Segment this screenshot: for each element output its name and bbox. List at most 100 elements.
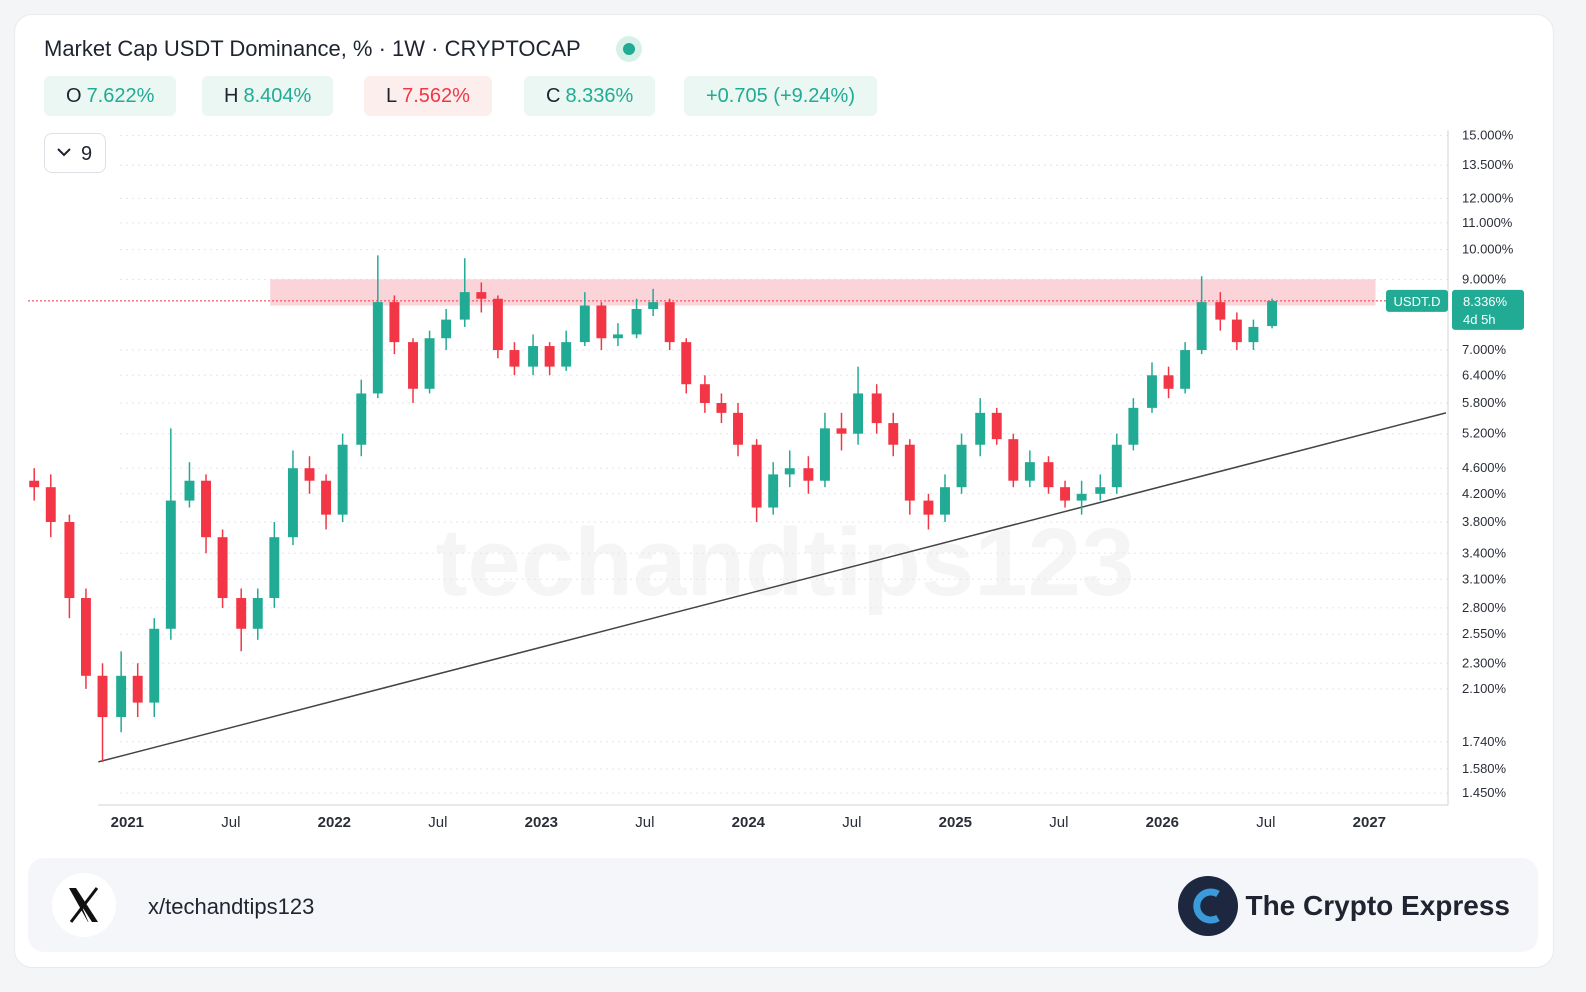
candle-body [579, 305, 590, 343]
y-tick-label: 4.200% [1462, 486, 1507, 501]
x-tick-label: 2026 [1146, 814, 1179, 831]
price-label-bg [1452, 289, 1524, 330]
y-tick-label: 5.800% [1462, 395, 1507, 410]
y-tick-label: 1.740% [1462, 734, 1507, 749]
candle-body [561, 342, 572, 367]
candle-body [201, 480, 211, 538]
symbol-label: USDT.D [1394, 294, 1441, 309]
candle-body [1231, 319, 1242, 343]
y-tick-label: 10.000% [1462, 242, 1514, 257]
candle-body [803, 468, 814, 481]
candle-body [648, 302, 659, 309]
candle-body [424, 338, 435, 389]
candle-body [733, 412, 743, 445]
candle-body [408, 342, 418, 389]
y-tick-label: 2.800% [1462, 600, 1507, 615]
ohlc-value: 7.622% [86, 85, 155, 107]
card [14, 14, 1554, 968]
candle-body [29, 480, 40, 488]
candle-body [681, 342, 692, 385]
ohlc-pill: H 8.404% [202, 76, 334, 116]
candle-body [337, 444, 348, 515]
indicator-toggle[interactable]: 9 [44, 133, 106, 173]
y-tick-label: 1.450% [1462, 785, 1507, 800]
x-tick-label: Jul [1256, 814, 1275, 831]
candle-body [768, 474, 779, 508]
candle-body [45, 487, 56, 522]
y-tick-label: 11.000% [1462, 215, 1513, 230]
change-pill: +0.705 (+9.24%) [684, 76, 877, 116]
chevron [57, 148, 71, 157]
ohlc-pill: O 7.622% [44, 76, 177, 116]
candle-body [441, 319, 452, 339]
candle-body [940, 487, 950, 515]
candle-body [631, 308, 642, 335]
candle-body [1196, 302, 1207, 351]
candle-body [871, 393, 882, 424]
candle-body [1163, 375, 1174, 389]
candle-body [819, 428, 830, 481]
candle-body [116, 675, 127, 718]
candle-body [459, 292, 470, 320]
ohlc-pill: L 7.562% [364, 76, 492, 116]
x-tick-label: 2022 [318, 814, 351, 831]
y-tick-label: 3.400% [1462, 545, 1507, 560]
candle-body [269, 537, 280, 599]
candle-body [1060, 487, 1071, 501]
candle-body [716, 402, 727, 413]
candle-body [1248, 326, 1259, 343]
candle-body [252, 598, 263, 629]
candle-body [132, 675, 143, 703]
candle-body [236, 598, 247, 629]
candle-body [1076, 493, 1087, 501]
candle-body [751, 444, 762, 508]
candle-body [975, 412, 986, 445]
candle-body [1215, 302, 1226, 320]
candle-body [1147, 375, 1157, 408]
candle-body [1111, 444, 1122, 488]
candle-body [64, 521, 75, 599]
candle-body [1095, 487, 1106, 494]
candle-body [321, 480, 332, 515]
watermark: techandtips123 [436, 509, 1135, 616]
ohlc-key: O [66, 85, 82, 107]
y-tick-label: 1.580% [1462, 761, 1507, 776]
ohlc-value: 8.336% [565, 85, 634, 107]
resistance-zone [270, 279, 1376, 306]
countdown-label: 4d 5h [1463, 312, 1496, 327]
ohlc-value: 8.404% [243, 85, 312, 107]
y-tick-label: 4.600% [1462, 460, 1507, 475]
candle-body [528, 346, 539, 367]
candle-body [80, 598, 91, 676]
candle-body [389, 302, 400, 343]
candle-body [304, 468, 315, 481]
candle-body [1008, 439, 1019, 481]
x-tick-label: Jul [1049, 814, 1068, 831]
candle-body [888, 423, 899, 445]
chart-title: Market Cap USDT Dominance, % · 1W · CRYP… [44, 36, 581, 61]
brand-name: The Crypto Express [1245, 890, 1510, 921]
candle-body [97, 675, 108, 718]
candle-body [1267, 300, 1278, 327]
symbol-label-bg [1386, 289, 1448, 312]
x-tick-label: 2021 [111, 814, 144, 831]
candle-body [184, 480, 195, 501]
y-tick-label: 13.500% [1462, 157, 1514, 172]
candle-body [1180, 350, 1191, 389]
candle-body [664, 302, 675, 343]
price-label: 8.336% [1463, 294, 1508, 309]
candle-body [784, 468, 795, 475]
candle-body [165, 500, 176, 629]
x-tick-label: 2024 [732, 814, 766, 831]
y-tick-label: 3.800% [1462, 514, 1507, 529]
y-tick-label: 6.400% [1462, 367, 1507, 382]
candle-body [1024, 462, 1035, 481]
y-tick-label: 2.550% [1462, 626, 1507, 641]
x-tick-label: Jul [635, 814, 654, 831]
ohlc-pill: C 8.336% [524, 76, 656, 116]
ohlc-key: L [386, 85, 398, 107]
social-handle: x/techandtips123 [148, 894, 315, 919]
ohlc-value: 7.562% [402, 85, 470, 107]
y-tick-label: 15.000% [1462, 128, 1514, 143]
